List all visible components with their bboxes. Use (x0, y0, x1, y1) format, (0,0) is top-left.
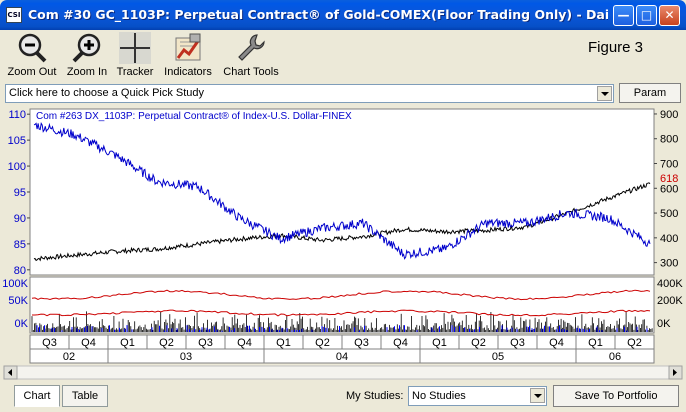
volume-right-tick: 200K (657, 295, 683, 307)
quarter-tick-label: Q2 (471, 337, 486, 349)
quick-pick-value: Click here to choose a Quick Pick Study (9, 87, 205, 99)
dollar-index-series-line (33, 121, 651, 260)
quarter-tick-label: Q4 (237, 337, 252, 349)
chart-tools-label: Chart Tools (223, 66, 279, 78)
quarter-tick-label: Q3 (42, 337, 57, 349)
volume-left-tick: 50K (8, 295, 28, 307)
quarter-tick-label: Q4 (81, 337, 96, 349)
year-tick-label: 02 (63, 351, 75, 363)
right-axis-tick: 400 (660, 233, 678, 245)
overlay-title: Com #263 DX_1103P: Perpetual Contract® o… (36, 111, 352, 122)
right-axis-tick: 800 (660, 134, 678, 146)
tab-chart[interactable]: Chart (14, 385, 60, 407)
tracker-label: Tracker (116, 66, 154, 78)
studies-value: No Studies (412, 390, 466, 402)
window-title: Com #30 GC_1103P: Perpetual Contract® of… (28, 7, 608, 22)
param-button[interactable]: Param (619, 83, 681, 103)
left-axis-tick: 100 (8, 161, 26, 173)
close-button[interactable]: ✕ (659, 5, 680, 26)
quarter-tick-label: Q2 (315, 337, 330, 349)
my-studies-label: My Studies: (346, 390, 404, 402)
year-tick-label: 06 (609, 351, 621, 363)
tab-table[interactable]: Table (62, 385, 108, 407)
toolbar: Zoom Out Zoom In Tracker (4, 31, 682, 81)
zoom-in-label: Zoom In (66, 66, 108, 78)
chart-area[interactable]: Com #263 DX_1103P: Perpetual Contract® o… (0, 105, 686, 380)
zoom-in-icon (71, 32, 103, 64)
title-bar: CSI Com #30 GC_1103P: Perpetual Contract… (0, 0, 686, 30)
year-tick-label: 05 (492, 351, 504, 363)
horizontal-scrollbar[interactable] (3, 365, 683, 380)
app-icon[interactable]: CSI (6, 7, 22, 23)
quarter-tick-label: Q2 (159, 337, 174, 349)
quarter-tick-label: Q3 (198, 337, 213, 349)
left-axis-tick: 80 (14, 265, 26, 277)
right-axis-tick: 600 (660, 183, 678, 195)
volume-pane[interactable] (29, 276, 655, 334)
zoom-in-button[interactable]: Zoom In (64, 31, 110, 78)
quarter-tick-label: Q3 (354, 337, 369, 349)
zoom-out-label: Zoom Out (7, 66, 57, 78)
left-axis-tick: 90 (14, 213, 26, 225)
quarter-tick-label: Q1 (432, 337, 447, 349)
volume-left-tick: 100K (2, 278, 28, 290)
chart-tools-button[interactable]: Chart Tools (222, 31, 280, 78)
open-interest-line (31, 289, 651, 301)
right-axis-tick: 900 (660, 109, 678, 121)
wrench-icon (235, 32, 267, 64)
last-price-label: 618 (660, 173, 678, 185)
chevron-down-icon[interactable] (530, 388, 545, 403)
minimize-button[interactable]: — (613, 5, 634, 26)
maximize-button[interactable]: □ (636, 5, 657, 26)
indicators-button[interactable]: Indicators (162, 31, 214, 78)
indicators-label: Indicators (164, 66, 212, 78)
figure-label: Figure 3 (588, 39, 644, 56)
year-tick-label: 03 (180, 351, 192, 363)
open-interest-line-2 (32, 309, 651, 317)
quarter-tick-label: Q1 (120, 337, 135, 349)
save-to-portfolio-button[interactable]: Save To Portfolio (553, 385, 679, 407)
volume-left-tick: 0K (15, 318, 29, 330)
volume-right-tick: 400K (657, 278, 683, 290)
left-axis-tick: 95 (14, 187, 26, 199)
zoom-out-button[interactable]: Zoom Out (6, 31, 58, 78)
crosshair-icon (119, 32, 151, 64)
right-axis-tick: 300 (660, 258, 678, 270)
quarter-tick-label: Q1 (276, 337, 291, 349)
studies-select[interactable]: No Studies (408, 386, 547, 406)
bottom-bar: Chart Table My Studies: No Studies Save … (0, 382, 686, 412)
volume-right-tick: 0K (657, 318, 671, 330)
quarter-tick-label: Q4 (393, 337, 408, 349)
right-axis-tick: 500 (660, 208, 678, 220)
maximize-icon: □ (640, 8, 653, 22)
quick-pick-select[interactable]: Click here to choose a Quick Pick Study (5, 84, 614, 103)
quarter-tick-label: Q2 (627, 337, 642, 349)
quarter-tick-label: Q3 (510, 337, 525, 349)
left-axis-tick: 85 (14, 239, 26, 251)
close-icon: ✕ (664, 8, 675, 22)
quarter-tick-label: Q4 (549, 337, 564, 349)
left-axis-tick: 105 (8, 135, 26, 147)
chevron-left-icon (8, 369, 12, 376)
price-chart[interactable]: Com #263 DX_1103P: Perpetual Contract® o… (0, 105, 686, 380)
indicators-icon (172, 32, 204, 64)
year-tick-label: 04 (336, 351, 348, 363)
minimize-icon: — (617, 8, 630, 22)
left-axis-tick: 110 (8, 109, 26, 121)
chevron-right-icon (673, 369, 677, 376)
zoom-out-icon (16, 32, 48, 64)
tracker-button[interactable]: Tracker (114, 31, 156, 78)
chevron-down-icon[interactable] (597, 86, 612, 101)
right-axis-tick: 700 (660, 159, 678, 171)
quarter-tick-label: Q1 (588, 337, 603, 349)
price-pane[interactable] (29, 108, 655, 276)
